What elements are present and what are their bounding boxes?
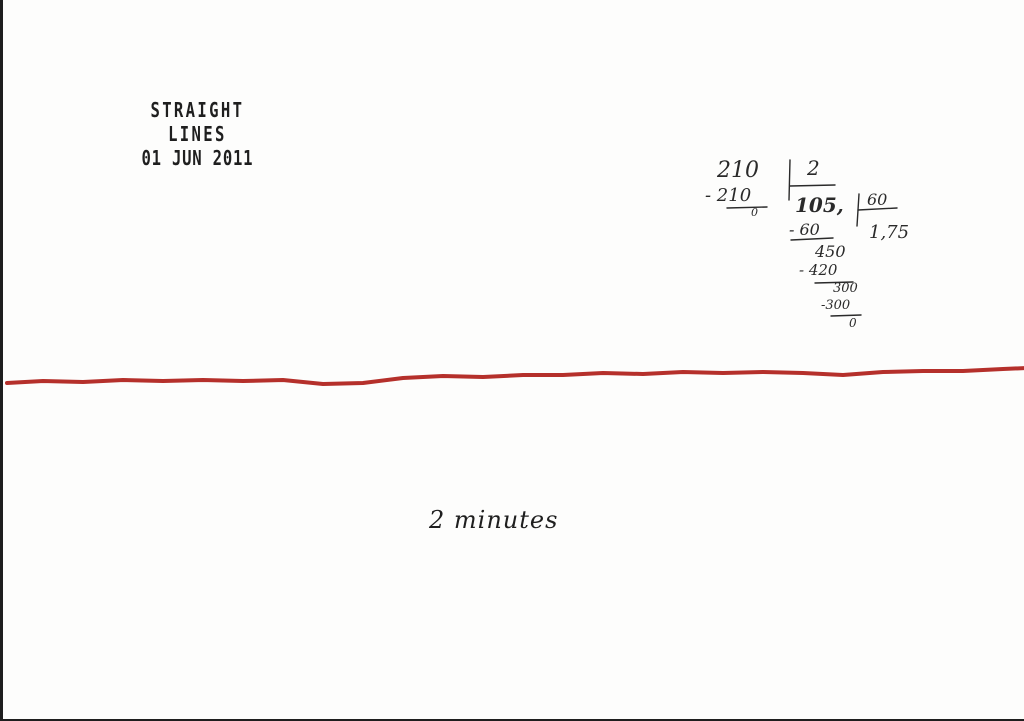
red-freehand-line	[5, 366, 1024, 386]
calc-quotient-2: 1,75	[869, 222, 910, 243]
calc-dividend: 210	[717, 158, 759, 183]
stamp-title: STRAIGHT LINES	[150, 98, 245, 146]
calc-subtract-2: - 60	[789, 220, 820, 239]
calc-quotient-1: 105,	[795, 193, 844, 217]
calc-subtract-1: - 210	[705, 185, 752, 206]
calc-subtract-3: - 420	[799, 261, 838, 279]
calc-divisor-2: 60	[867, 190, 888, 209]
calc-divisor-1: 2	[807, 156, 820, 180]
calc-remainder-final: 0	[849, 316, 857, 330]
calc-subtract-4: -300	[821, 298, 851, 313]
calc-partial-3: 300	[833, 281, 858, 296]
duration-caption: 2 minutes	[429, 506, 559, 534]
date-stamp: STRAIGHT LINES 01 JUN 2011	[135, 98, 260, 170]
calc-strokes	[726, 159, 898, 317]
calc-partial-2: 450	[815, 242, 846, 261]
calc-remainder-1: 0	[751, 206, 758, 219]
stamp-date: 01 JUN 2011	[141, 146, 254, 170]
